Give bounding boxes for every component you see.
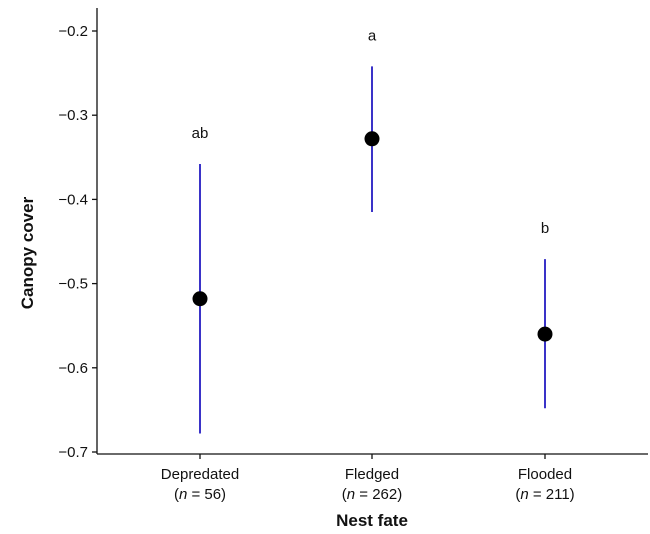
significance-label: ab xyxy=(192,125,209,142)
data-point xyxy=(364,131,380,147)
data-point xyxy=(192,291,208,307)
y-tick-label: −0.6 xyxy=(58,360,88,377)
x-tick-label: Fledged xyxy=(345,466,399,483)
significance-label: b xyxy=(541,220,549,237)
x-tick-sample-size: (n = 211) xyxy=(515,486,574,503)
y-tick-label: −0.2 xyxy=(58,23,88,40)
x-tick-label: Depredated xyxy=(161,466,239,483)
data-point xyxy=(537,326,553,342)
significance-label: a xyxy=(368,27,377,44)
y-tick-label: −0.4 xyxy=(58,191,88,208)
y-axis-title: Canopy cover xyxy=(18,196,37,309)
y-tick-label: −0.5 xyxy=(58,276,88,293)
y-axis: −0.7 −0.6 −0.5 −0.4 −0.3 −0.2 xyxy=(58,8,98,461)
x-tick-sample-size: (n = 262) xyxy=(342,486,402,503)
x-axis: Depredated (n = 56) Fledged (n = 262) Floode… xyxy=(97,453,648,503)
x-axis-title: Nest fate xyxy=(336,511,408,530)
y-tick-label: −0.3 xyxy=(58,107,88,124)
y-tick-label: −0.7 xyxy=(58,444,88,461)
x-tick-sample-size: (n = 56) xyxy=(174,486,226,503)
x-tick-label: Flooded xyxy=(518,466,572,483)
